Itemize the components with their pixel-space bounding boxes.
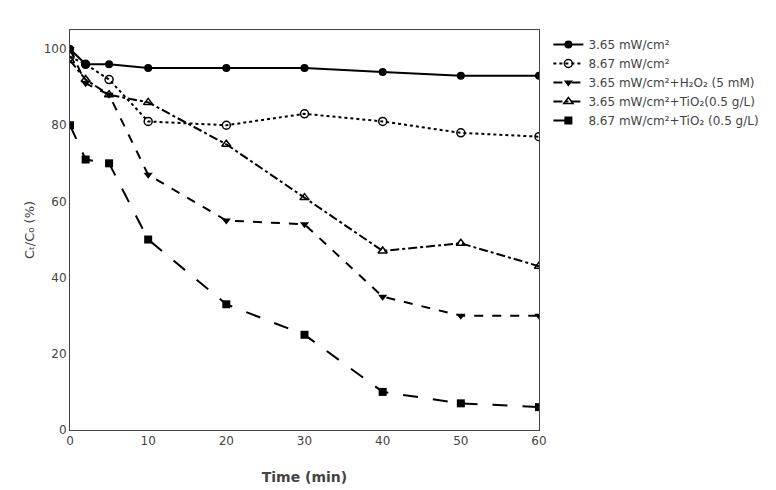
svg-text:60: 60 (531, 434, 546, 448)
svg-text:60: 60 (51, 195, 66, 209)
svg-text:0: 0 (66, 434, 74, 448)
svg-text:20: 20 (219, 434, 234, 448)
svg-text:50: 50 (453, 434, 468, 448)
svg-text:100: 100 (44, 42, 67, 56)
svg-text:80: 80 (51, 118, 66, 132)
svg-text:30: 30 (297, 434, 312, 448)
svg-text:20: 20 (51, 347, 66, 361)
svg-text:40: 40 (51, 271, 66, 285)
svg-text:10: 10 (141, 434, 156, 448)
svg-text:8.67 mW/cm²: 8.67 mW/cm² (588, 57, 669, 71)
svg-text:3.65 mW/cm²+TiO₂(0.5 g/L): 3.65 mW/cm²+TiO₂(0.5 g/L) (588, 95, 754, 109)
svg-text:Time (min): Time (min) (262, 469, 347, 485)
svg-text:0: 0 (59, 423, 67, 437)
svg-text:3.65 mW/cm²+H₂O₂ (5 mM): 3.65 mW/cm²+H₂O₂ (5 mM) (588, 76, 754, 90)
svg-text:3.65 mW/cm²: 3.65 mW/cm² (588, 38, 669, 52)
svg-text:Cₜ/C₀ (%): Cₜ/C₀ (%) (22, 201, 37, 259)
svg-text:40: 40 (375, 434, 390, 448)
svg-text:8.67 mW/cm²+TiO₂ (0.5 g/L): 8.67 mW/cm²+TiO₂ (0.5 g/L) (588, 114, 758, 128)
